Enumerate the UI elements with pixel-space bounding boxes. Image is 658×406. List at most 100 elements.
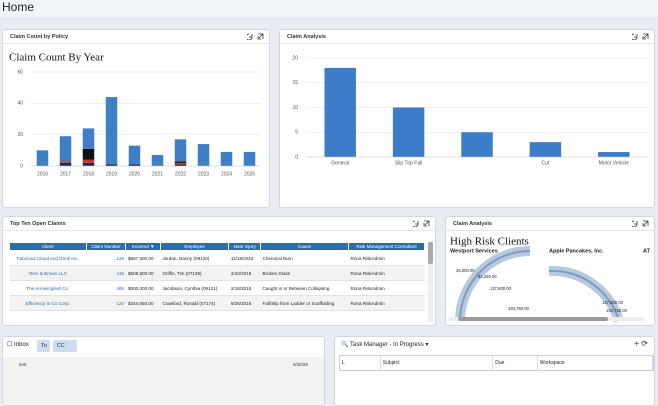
bar-segment — [128, 164, 141, 166]
bar-segment — [220, 151, 233, 166]
table-cell: 122 — [86, 295, 126, 311]
inbox-button[interactable]: To — [37, 340, 50, 352]
table-cell: Griffin, Tim (07139) — [160, 265, 229, 281]
panel-icons[interactable] — [247, 33, 265, 40]
gauges: High Risk Clients Westport Services 25,00… — [448, 236, 651, 323]
table-cell: 128 — [86, 250, 126, 266]
gauge-name: Apple Pancakes, Inc. — [549, 248, 604, 254]
x-tick-label: 2019 — [106, 171, 117, 177]
claim-analysis-panel: Claim Analysis 0 5 10 15 20 General Slip Trip … — [279, 29, 655, 208]
bar-segment — [174, 161, 187, 163]
bar — [324, 67, 356, 157]
table-cell: $587,000.00 — [125, 250, 161, 266]
bar-segment — [105, 97, 118, 165]
table-cell: 2/18/2015 — [228, 280, 261, 296]
scrollbar[interactable] — [428, 242, 433, 322]
bar — [598, 152, 630, 157]
y-tick-label: 5 — [295, 130, 298, 136]
table-cell: Rona RiskAdmin — [348, 265, 425, 281]
tasks-title[interactable]: 🔍 Task Manager - In Progress ▾ — [341, 342, 429, 348]
table-header: Client Claim Number Incurred ▼ Employee Date… — [9, 242, 425, 251]
x-tick-label: 2025 — [244, 171, 255, 177]
gauge-label: 193,750.00 — [508, 306, 530, 311]
tasks-icons[interactable]: + ⟳ — [634, 339, 648, 348]
x-tick-label: 2023 — [198, 171, 209, 177]
gauge-label: 81,250.00 — [478, 274, 497, 279]
tasks-columns: L Subject Due Workspace — [339, 355, 654, 371]
column-header: Incurred ▼ — [125, 242, 161, 251]
y-tick-label: 60 — [17, 69, 23, 75]
bar-segment — [174, 139, 187, 162]
bar-segment — [174, 164, 187, 166]
table-row: Teen & Brown LLC 118 $508,500.00 Griffin, T… — [9, 265, 425, 281]
table-cell: Crawford, Ronald (07174) — [160, 295, 229, 311]
x-tick-label: 2017 — [60, 171, 71, 177]
column-header: Risk Management Consultant — [348, 242, 425, 251]
inbox-subject: test — [19, 362, 27, 367]
panel-title: Claim Count by Policy — [10, 34, 69, 40]
gauge-name: Westport Services — [450, 248, 498, 254]
table-cell: 118 — [86, 265, 126, 281]
tasks-label: Task Manager - In Progress — [350, 342, 424, 348]
table-cell: Efficiency In Co Corp. — [9, 295, 87, 311]
bar-segment — [105, 164, 118, 166]
x-tick-label: Cut — [542, 160, 550, 166]
high-risk-panel: Claim Analysis High Risk Clients Westpor… — [445, 216, 655, 326]
panel-icons[interactable] — [632, 33, 650, 40]
table-cell: $344,050.00 — [125, 295, 161, 311]
inbox-title: ☐ Inbox — [7, 342, 29, 348]
inbox-button[interactable]: CC — [52, 340, 77, 352]
panel-title: Top Ten Open Claims — [10, 221, 66, 227]
table-cell: Jordan, Danny (09120) — [160, 250, 229, 266]
table-cell: Rona RiskAdmin — [348, 295, 425, 311]
bar-segment — [59, 136, 72, 162]
bar — [392, 107, 425, 157]
table-cell: 5/25/2015 — [228, 295, 261, 311]
open-claims-panel: Top Ten Open Claims Client Claim Number In… — [2, 216, 436, 326]
column-header: Client — [9, 242, 87, 251]
chart-title: Claim Count By Year — [9, 52, 104, 64]
table-cell: Caught in or Between Collapsing — [260, 280, 349, 296]
inbox-list: test 4/30/25 — [3, 357, 324, 405]
y-tick-label: 0 — [20, 163, 23, 169]
gauge-arc-edge — [548, 269, 620, 322]
table-cell: $508,500.00 — [125, 265, 161, 281]
x-tick-label: Motor Vehicle — [599, 160, 630, 166]
scroll-thumb[interactable] — [428, 242, 433, 264]
panel-icons[interactable] — [413, 220, 431, 227]
scroll-thumb[interactable] — [458, 317, 608, 321]
gauge-label: 193,750.00 — [606, 308, 628, 313]
panel-title: Claim Analysis — [453, 221, 492, 227]
inbox-label: Inbox — [14, 342, 29, 348]
column-header: Cause — [260, 242, 350, 251]
bar-segment — [59, 161, 72, 163]
claims-table: Client Claim Number Incurred ▼ Employee Date… — [9, 242, 425, 311]
task-column: Subject — [381, 356, 494, 370]
task-column: Due — [493, 356, 538, 370]
y-tick-label: 20 — [17, 132, 23, 138]
x-tick-label: 2022 — [175, 171, 186, 177]
x-tick-label: 2024 — [221, 171, 232, 177]
bar-segment — [174, 162, 187, 165]
task-column: L — [340, 356, 381, 370]
gauge-label: 137,500.00 — [602, 300, 624, 305]
table-cell: The Arrowingleaf Co. — [9, 280, 87, 296]
bar-segment — [82, 148, 95, 160]
chart: Claim Count By Year 0 20 40 60 2016 2017 2018 20… — [9, 52, 261, 177]
table-row: Fabulous Cloud and Drink Inc. 128 $587,000… — [9, 250, 425, 266]
panel-header: Claim Analysis — [446, 217, 654, 231]
header-bar: Home — [0, 0, 658, 17]
panel-header: Claim Analysis — [280, 30, 654, 44]
task-column: Workspace — [538, 356, 653, 370]
bar-segment — [243, 151, 256, 166]
table-cell: Fall/Slip from Ladder or Scaffolding — [260, 295, 349, 311]
table-cell: 469 — [86, 280, 126, 296]
panel-icons[interactable] — [632, 220, 650, 227]
bar — [461, 132, 493, 157]
gauge-arc-edge — [459, 250, 531, 322]
bar-segment — [59, 162, 72, 166]
table-cell: Chemical Burn — [260, 250, 349, 266]
y-tick-label: 15 — [292, 80, 298, 86]
bar-segment — [82, 159, 95, 163]
